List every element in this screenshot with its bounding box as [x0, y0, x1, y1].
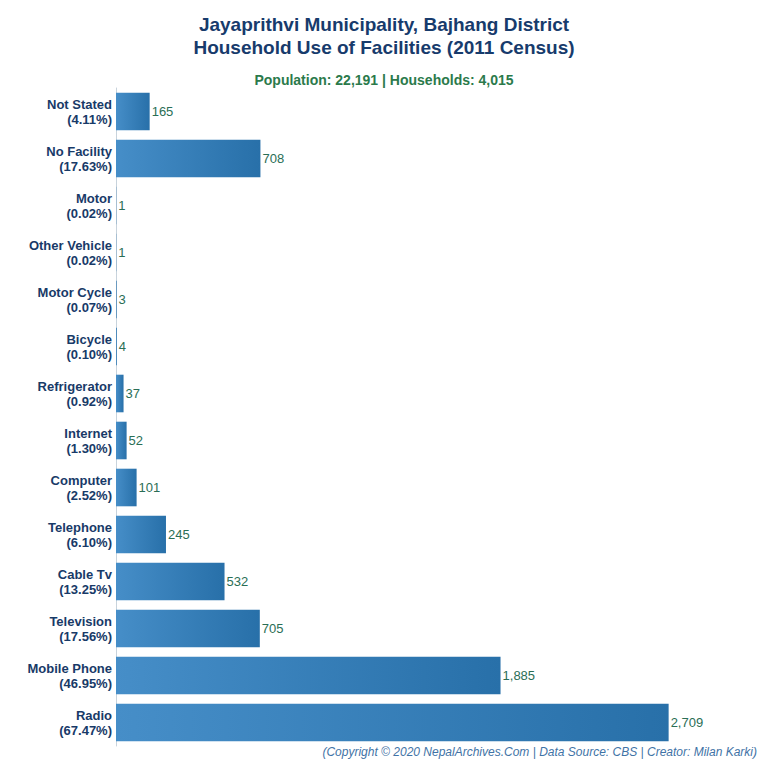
svg-text:(0.10%): (0.10%): [66, 347, 112, 362]
svg-text:Computer: Computer: [51, 473, 112, 488]
svg-text:245: 245: [168, 527, 190, 542]
svg-text:(0.07%): (0.07%): [66, 300, 112, 315]
svg-text:No Facility: No Facility: [46, 144, 113, 159]
svg-text:Not Stated: Not Stated: [47, 97, 112, 112]
svg-text:532: 532: [227, 574, 249, 589]
svg-text:52: 52: [129, 433, 143, 448]
svg-text:Internet: Internet: [64, 426, 112, 441]
svg-text:1: 1: [118, 245, 125, 260]
svg-text:Bicycle: Bicycle: [66, 332, 112, 347]
svg-text:Population: 22,191 | Household: Population: 22,191 | Households: 4,015: [254, 72, 513, 88]
svg-text:Television: Television: [49, 614, 112, 629]
svg-text:708: 708: [262, 151, 284, 166]
svg-text:1: 1: [118, 198, 125, 213]
svg-text:(46.95%): (46.95%): [59, 676, 112, 691]
svg-text:2,709: 2,709: [671, 715, 704, 730]
svg-text:(2.52%): (2.52%): [66, 488, 112, 503]
svg-text:(4.11%): (4.11%): [67, 112, 112, 127]
svg-text:705: 705: [262, 621, 284, 636]
svg-text:Refrigerator: Refrigerator: [38, 379, 112, 394]
svg-text:Radio: Radio: [76, 708, 112, 723]
svg-text:Cable Tv: Cable Tv: [58, 567, 113, 582]
svg-text:(0.02%): (0.02%): [66, 206, 112, 221]
svg-text:3: 3: [119, 292, 126, 307]
svg-text:Telephone: Telephone: [48, 520, 112, 535]
svg-text:101: 101: [139, 480, 161, 495]
svg-text:(67.47%): (67.47%): [59, 723, 112, 738]
svg-text:4: 4: [119, 339, 126, 354]
svg-text:Household Use of Facilities (2: Household Use of Facilities (2011 Census…: [193, 37, 574, 58]
svg-text:Jayaprithvi Municipality, Bajh: Jayaprithvi Municipality, Bajhang Distri…: [199, 14, 570, 35]
svg-text:1,885: 1,885: [503, 668, 536, 683]
svg-text:(6.10%): (6.10%): [66, 535, 112, 550]
svg-text:Other Vehicle: Other Vehicle: [29, 238, 112, 253]
svg-text:(13.25%): (13.25%): [59, 582, 112, 597]
svg-text:165: 165: [152, 104, 174, 119]
svg-text:(Copyright © 2020 NepalArchive: (Copyright © 2020 NepalArchives.Com | Da…: [322, 745, 757, 759]
svg-text:(0.92%): (0.92%): [66, 394, 112, 409]
svg-text:Mobile Phone: Mobile Phone: [28, 661, 113, 676]
svg-text:(1.30%): (1.30%): [66, 441, 112, 456]
svg-text:Motor Cycle: Motor Cycle: [38, 285, 112, 300]
svg-text:(17.56%): (17.56%): [59, 629, 112, 644]
svg-text:(17.63%): (17.63%): [59, 159, 112, 174]
svg-text:(0.02%): (0.02%): [66, 253, 112, 268]
svg-text:Motor: Motor: [76, 191, 112, 206]
svg-text:37: 37: [126, 386, 140, 401]
